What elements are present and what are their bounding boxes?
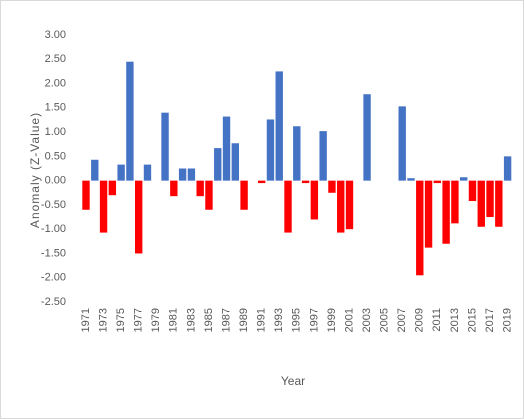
x-tick-label: 1991 bbox=[256, 308, 268, 332]
x-tick-label: 2007 bbox=[396, 308, 408, 332]
x-tick-label: 1997 bbox=[308, 308, 320, 332]
bar bbox=[222, 116, 231, 181]
y-tick-label: 0.00 bbox=[45, 175, 66, 187]
x-tick-label: 1981 bbox=[168, 308, 180, 332]
bar bbox=[99, 180, 108, 233]
x-tick-label: 1985 bbox=[203, 308, 215, 332]
x-tick-label: 2003 bbox=[361, 308, 373, 332]
y-tick-label: 0.50 bbox=[45, 150, 66, 162]
x-tick-label: 1971 bbox=[80, 308, 92, 332]
bar bbox=[91, 159, 99, 181]
bar bbox=[310, 180, 319, 220]
y-tick-label: 2.50 bbox=[45, 53, 66, 65]
bar bbox=[275, 71, 283, 181]
x-tick-label: 2001 bbox=[343, 308, 355, 332]
x-tick-label: 2019 bbox=[502, 308, 514, 332]
bar bbox=[398, 106, 406, 181]
x-tick-label: 1977 bbox=[133, 308, 145, 332]
bar bbox=[117, 164, 125, 181]
y-tick-label: 2.00 bbox=[45, 77, 66, 89]
bar bbox=[477, 180, 485, 227]
bar bbox=[187, 168, 196, 181]
y-axis-label: Anomaly (Z-Value) bbox=[28, 112, 42, 228]
x-tick-label: 1999 bbox=[326, 308, 338, 332]
bar bbox=[293, 126, 301, 181]
x-tick-label: 1993 bbox=[273, 308, 285, 332]
bar bbox=[424, 180, 433, 248]
bar bbox=[143, 164, 152, 181]
bar bbox=[240, 180, 248, 210]
bar bbox=[178, 168, 187, 181]
bar bbox=[345, 180, 354, 230]
y-tick-label: -1.00 bbox=[41, 223, 66, 235]
x-tick-label: 1987 bbox=[220, 308, 232, 332]
x-tick-label: 1979 bbox=[150, 308, 162, 332]
x-tick-label: 2009 bbox=[414, 308, 426, 332]
bar bbox=[319, 131, 327, 181]
x-tick-label: 2015 bbox=[466, 308, 478, 332]
bar bbox=[161, 112, 169, 181]
bar bbox=[82, 180, 90, 210]
x-tick-label: 1975 bbox=[115, 308, 127, 332]
bar bbox=[468, 180, 477, 202]
bar bbox=[416, 180, 424, 276]
y-tick-label: 1.00 bbox=[45, 126, 66, 138]
bar bbox=[231, 143, 240, 181]
bar bbox=[108, 180, 117, 196]
y-tick-label: 1.50 bbox=[45, 102, 66, 114]
x-tick-label: 2013 bbox=[449, 308, 461, 332]
bar bbox=[451, 180, 459, 224]
x-tick-label: 2011 bbox=[431, 308, 443, 332]
x-tick-label: 1973 bbox=[97, 308, 109, 332]
bar bbox=[503, 156, 512, 181]
bar bbox=[170, 180, 178, 197]
bar bbox=[266, 119, 275, 181]
bar bbox=[196, 180, 204, 197]
bar bbox=[442, 180, 450, 244]
x-tick-label: 1995 bbox=[291, 308, 303, 332]
bar bbox=[337, 180, 345, 233]
bar bbox=[486, 180, 494, 218]
x-tick-label: 2017 bbox=[484, 308, 496, 332]
y-tick-label: 3.00 bbox=[45, 29, 66, 41]
bar bbox=[363, 94, 371, 181]
bar bbox=[301, 180, 310, 184]
bar bbox=[495, 180, 503, 227]
bar bbox=[205, 180, 213, 210]
x-tick-label: 1983 bbox=[185, 308, 197, 332]
bar bbox=[328, 180, 336, 193]
bar bbox=[214, 148, 222, 181]
bar bbox=[407, 178, 415, 181]
bar bbox=[433, 180, 442, 184]
bar bbox=[126, 61, 134, 181]
y-tick-label: -2.00 bbox=[41, 272, 66, 284]
y-tick-label: -2.50 bbox=[41, 296, 66, 308]
y-tick-label: -1.50 bbox=[41, 247, 66, 259]
y-tick-label: -0.50 bbox=[41, 199, 66, 211]
x-axis-label: Year bbox=[281, 374, 305, 388]
x-tick-label: 1989 bbox=[238, 308, 250, 332]
bar bbox=[135, 180, 143, 254]
bar bbox=[460, 177, 468, 181]
bar bbox=[257, 180, 266, 184]
x-tick-label: 2005 bbox=[379, 308, 391, 332]
bar bbox=[284, 180, 292, 233]
